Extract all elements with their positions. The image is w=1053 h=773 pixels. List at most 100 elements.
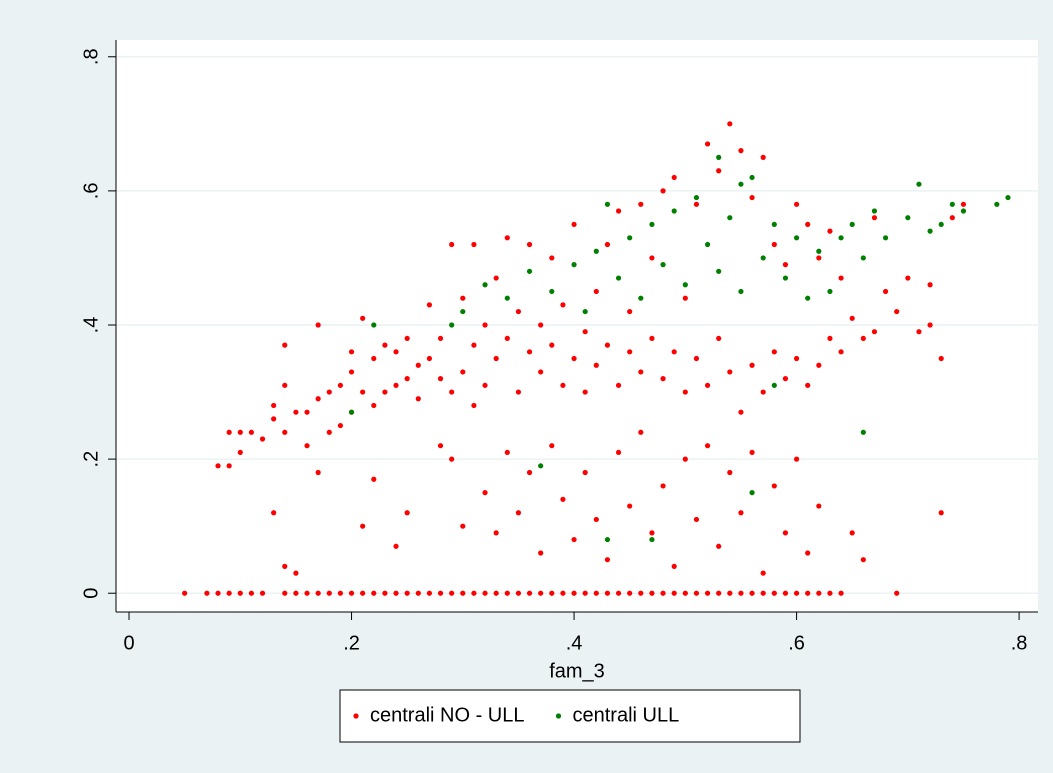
point	[493, 530, 499, 536]
point	[927, 282, 933, 288]
point	[960, 201, 967, 207]
point	[404, 510, 410, 516]
point	[749, 194, 755, 201]
point	[282, 563, 288, 570]
point	[571, 221, 577, 228]
point	[860, 335, 866, 342]
point	[738, 181, 744, 187]
point	[382, 342, 388, 348]
legend-items: centrali NO - ULL centrali ULL	[353, 704, 679, 726]
point	[526, 268, 533, 274]
point	[860, 429, 866, 435]
point	[627, 349, 633, 355]
point	[371, 322, 377, 328]
point	[782, 590, 789, 596]
point	[671, 349, 677, 355]
point	[449, 590, 455, 596]
point	[682, 456, 688, 462]
point	[471, 241, 477, 248]
point	[348, 349, 355, 355]
point	[549, 288, 555, 295]
point	[460, 590, 466, 596]
x-tick-label: .6	[788, 632, 805, 654]
point	[760, 389, 766, 395]
point	[760, 255, 766, 261]
point	[938, 510, 944, 516]
point	[727, 590, 733, 596]
point	[671, 563, 677, 570]
point	[805, 550, 811, 556]
point	[994, 201, 1000, 207]
point	[604, 201, 611, 207]
point	[693, 516, 700, 523]
point	[716, 590, 722, 596]
point	[326, 389, 332, 395]
point	[849, 530, 855, 536]
point	[226, 463, 232, 469]
point	[682, 282, 688, 288]
point	[504, 235, 510, 241]
point	[927, 322, 933, 328]
point	[638, 369, 644, 375]
point	[504, 295, 510, 301]
point	[660, 262, 666, 268]
point	[471, 402, 477, 409]
point	[604, 590, 611, 596]
point	[471, 590, 477, 596]
point	[916, 181, 922, 187]
point	[771, 590, 777, 596]
point	[793, 235, 800, 241]
point	[716, 335, 722, 342]
point	[493, 590, 499, 596]
point	[293, 570, 299, 576]
point	[693, 355, 700, 362]
point	[582, 329, 588, 335]
point	[871, 329, 878, 335]
point	[716, 154, 722, 160]
point	[771, 349, 777, 355]
point	[560, 302, 566, 308]
point	[860, 557, 866, 563]
y-tick-label: .6	[80, 183, 102, 200]
point	[237, 590, 243, 596]
point	[348, 590, 355, 596]
point	[827, 590, 833, 596]
point	[905, 215, 911, 221]
point	[727, 469, 733, 476]
point	[326, 590, 332, 596]
point	[816, 255, 822, 261]
point	[560, 590, 566, 596]
legend-label: centrali ULL	[573, 704, 680, 726]
y-tick-label: .2	[80, 451, 102, 468]
y-tick-label: 0	[80, 588, 102, 599]
point	[671, 590, 677, 596]
point	[849, 221, 855, 228]
point	[538, 463, 544, 469]
point	[860, 255, 866, 261]
point	[182, 590, 188, 596]
point	[604, 557, 611, 563]
point	[960, 208, 967, 214]
point	[215, 463, 221, 469]
point	[515, 590, 522, 596]
point	[727, 369, 733, 375]
point	[793, 590, 800, 596]
point	[582, 308, 588, 315]
point	[549, 443, 555, 449]
point	[793, 456, 800, 462]
point	[716, 543, 722, 549]
point	[771, 221, 777, 228]
point	[315, 469, 321, 476]
point	[449, 322, 455, 328]
point	[805, 221, 811, 228]
point	[504, 335, 510, 342]
point	[649, 255, 655, 261]
point	[315, 590, 321, 596]
point	[382, 590, 388, 596]
point	[871, 215, 878, 221]
point	[749, 590, 755, 596]
point	[793, 355, 800, 362]
point	[582, 590, 588, 596]
point	[248, 590, 255, 596]
point	[649, 530, 655, 536]
